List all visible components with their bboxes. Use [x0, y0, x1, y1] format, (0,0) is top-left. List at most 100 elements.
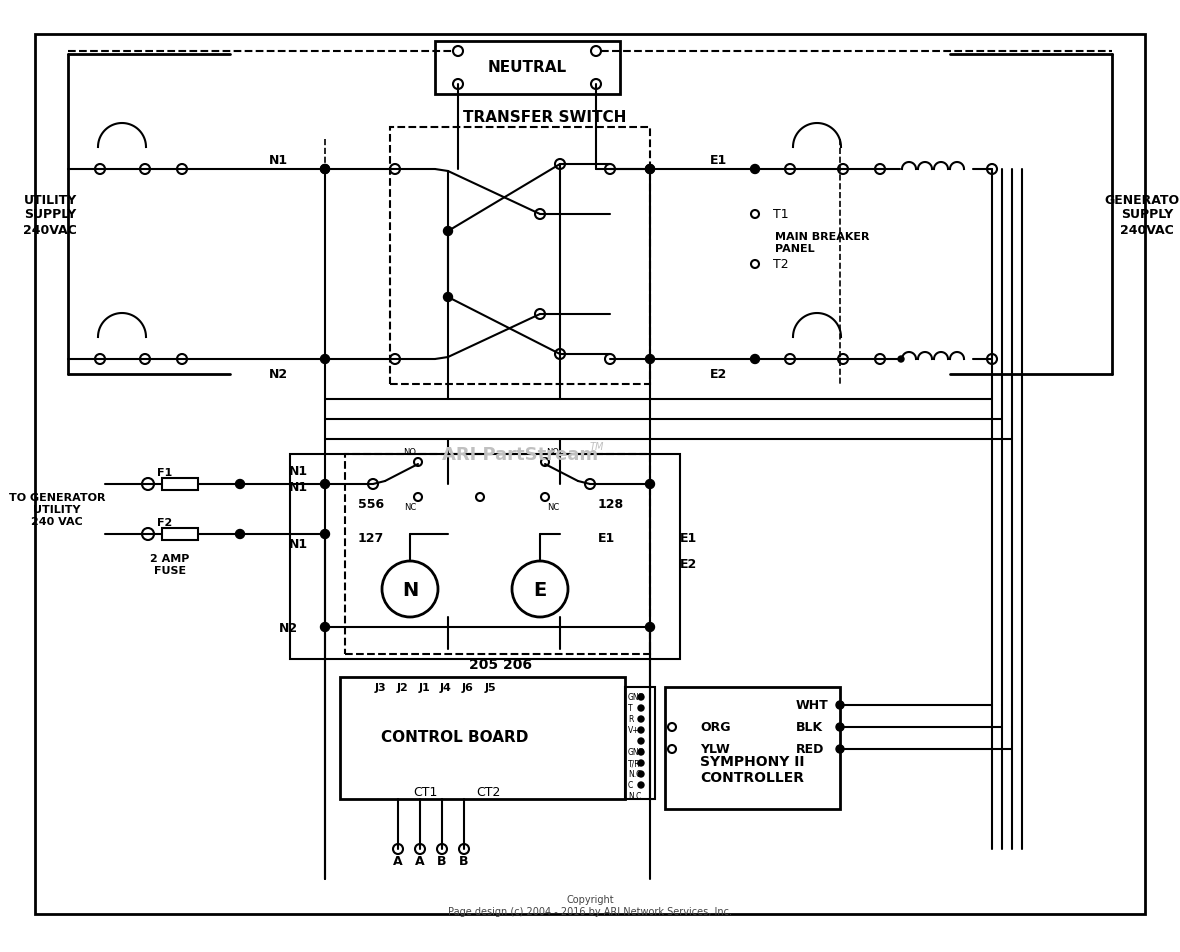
Circle shape — [645, 166, 655, 174]
Text: J1: J1 — [418, 683, 430, 692]
Text: MAIN BREAKER
PANEL: MAIN BREAKER PANEL — [775, 232, 870, 253]
Text: NC: NC — [404, 503, 417, 512]
Text: E1: E1 — [709, 153, 727, 167]
Text: J4: J4 — [440, 683, 452, 692]
Circle shape — [835, 745, 844, 753]
Text: N.C: N.C — [628, 792, 642, 801]
Circle shape — [444, 228, 452, 236]
Text: GENERATOR
SUPPLY
240VAC: GENERATOR SUPPLY 240VAC — [1104, 193, 1180, 236]
Text: NO: NO — [546, 448, 559, 457]
Text: CONTROL BOARD: CONTROL BOARD — [381, 730, 529, 744]
Circle shape — [638, 771, 644, 777]
Circle shape — [638, 761, 644, 766]
Text: Copyright: Copyright — [566, 894, 614, 904]
Text: N: N — [402, 580, 418, 599]
Text: J3: J3 — [374, 683, 386, 692]
Bar — [345, 454, 650, 654]
Circle shape — [321, 166, 329, 174]
Text: N2: N2 — [268, 368, 288, 381]
Text: A: A — [415, 855, 425, 867]
Text: C: C — [628, 781, 634, 789]
Bar — [391, 128, 650, 385]
Text: GND: GND — [628, 693, 645, 702]
Text: RED: RED — [796, 743, 825, 756]
Circle shape — [321, 480, 329, 489]
Text: E1: E1 — [598, 531, 615, 544]
Circle shape — [321, 166, 329, 174]
Text: E2: E2 — [709, 368, 727, 381]
Circle shape — [638, 727, 644, 733]
Circle shape — [645, 480, 655, 489]
Circle shape — [835, 724, 844, 731]
Bar — [340, 677, 625, 799]
Circle shape — [645, 623, 655, 632]
Text: E: E — [533, 580, 546, 599]
Circle shape — [638, 749, 644, 755]
Circle shape — [898, 357, 904, 363]
Circle shape — [750, 355, 760, 364]
Text: CT1: CT1 — [413, 785, 437, 799]
Circle shape — [645, 355, 655, 364]
Text: WHT: WHT — [796, 699, 828, 712]
Circle shape — [835, 702, 844, 709]
Text: N1: N1 — [268, 153, 288, 167]
Text: Page design (c) 2004 - 2016 by ARI Network Services, Inc.: Page design (c) 2004 - 2016 by ARI Netwo… — [448, 906, 732, 916]
Circle shape — [645, 166, 655, 174]
Circle shape — [236, 480, 244, 489]
Text: J2: J2 — [396, 683, 408, 692]
Bar — [666, 687, 840, 809]
Text: 128: 128 — [598, 498, 624, 511]
Text: N1: N1 — [289, 538, 308, 551]
Text: A: A — [393, 855, 402, 867]
Circle shape — [321, 355, 329, 364]
Text: UTILITY
SUPPLY
240VAC: UTILITY SUPPLY 240VAC — [24, 193, 77, 236]
Text: T2: T2 — [773, 258, 788, 271]
Text: NEUTRAL: NEUTRAL — [487, 60, 566, 75]
Bar — [162, 528, 198, 541]
Text: 127: 127 — [358, 531, 385, 544]
Text: B: B — [438, 855, 447, 867]
Text: J6: J6 — [463, 683, 474, 692]
Circle shape — [638, 716, 644, 723]
Text: V+: V+ — [628, 725, 640, 735]
Text: N1: N1 — [289, 465, 308, 478]
Text: J5: J5 — [484, 683, 496, 692]
Text: N1: N1 — [289, 481, 308, 494]
Text: ORG: ORG — [700, 721, 730, 734]
Text: 556: 556 — [358, 498, 385, 511]
Text: TRANSFER SWITCH: TRANSFER SWITCH — [464, 110, 627, 126]
Text: E1: E1 — [680, 531, 697, 544]
Text: 2 AMP
FUSE: 2 AMP FUSE — [150, 554, 190, 575]
Circle shape — [638, 705, 644, 711]
Text: T1: T1 — [773, 208, 788, 221]
Text: SYMPHONY II
CONTROLLER: SYMPHONY II CONTROLLER — [700, 754, 805, 784]
Text: 205 206: 205 206 — [468, 657, 531, 671]
Text: NO: NO — [404, 448, 417, 457]
Circle shape — [750, 166, 760, 174]
Text: CT2: CT2 — [476, 785, 500, 799]
Text: B: B — [459, 855, 468, 867]
Circle shape — [321, 530, 329, 539]
Text: T: T — [628, 704, 632, 713]
Text: BLK: BLK — [796, 721, 824, 734]
Text: N2: N2 — [278, 621, 299, 634]
Text: GND: GND — [628, 747, 645, 757]
Circle shape — [321, 623, 329, 632]
Text: N.O: N.O — [628, 769, 642, 779]
Bar — [435, 42, 620, 95]
Text: YLW: YLW — [700, 743, 729, 756]
Text: F2: F2 — [157, 518, 172, 527]
Circle shape — [638, 738, 644, 744]
Circle shape — [638, 694, 644, 701]
Circle shape — [444, 293, 452, 302]
Text: F1: F1 — [157, 467, 172, 478]
Text: TM: TM — [590, 442, 604, 451]
Text: ARI PartStream: ARI PartStream — [442, 446, 598, 464]
Text: E2: E2 — [680, 558, 697, 571]
Circle shape — [638, 783, 644, 788]
Text: T/R: T/R — [628, 759, 641, 767]
Text: R: R — [628, 715, 634, 724]
Circle shape — [236, 530, 244, 539]
Bar — [290, 454, 680, 660]
Text: TO GENERATOR
UTILITY
240 VAC: TO GENERATOR UTILITY 240 VAC — [8, 493, 105, 526]
